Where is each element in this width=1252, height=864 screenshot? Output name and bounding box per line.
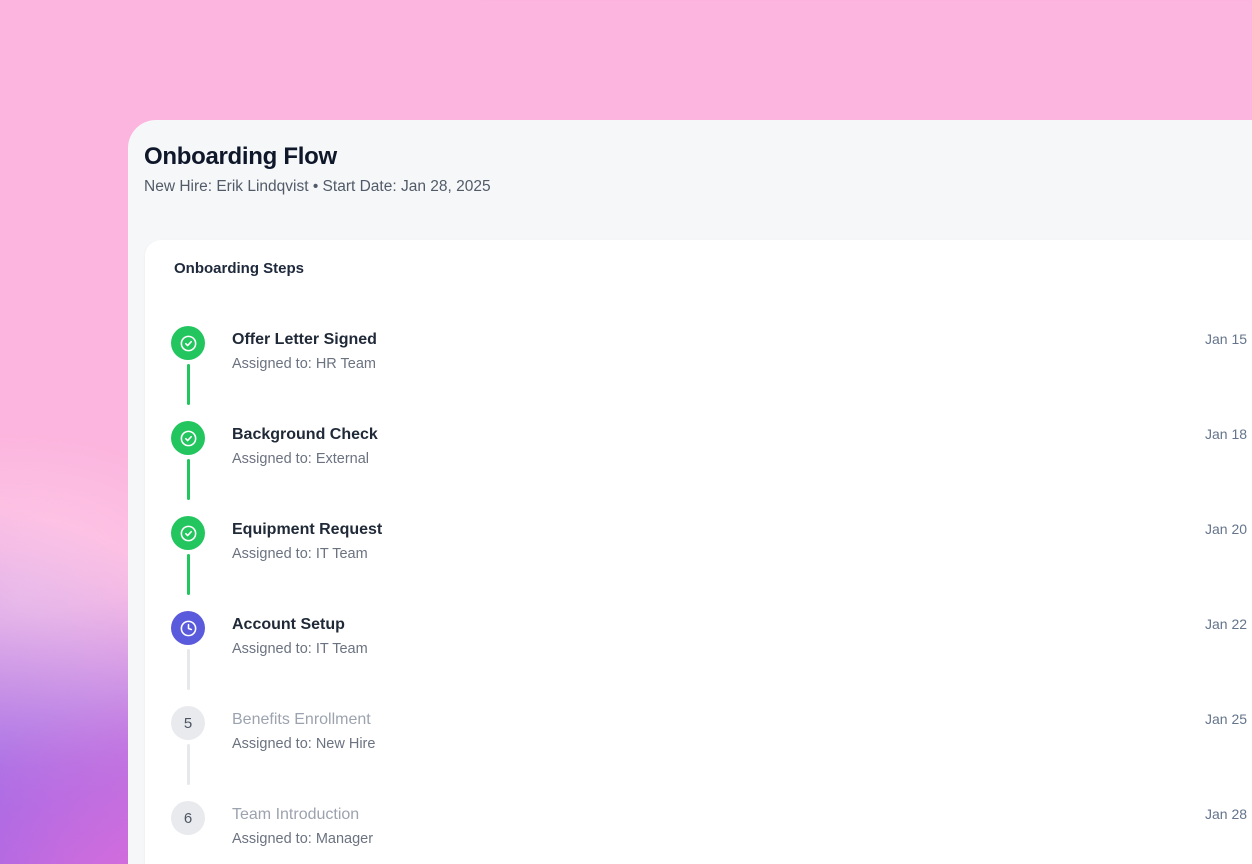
step-text: Equipment Request Assigned to: IT Team bbox=[232, 519, 382, 563]
step-row[interactable]: Account Setup Assigned to: IT Team Jan 2… bbox=[171, 611, 1252, 706]
step-number: 6 bbox=[183, 809, 193, 827]
steps-panel: Onboarding Steps Offer Letter Signed Ass… bbox=[145, 240, 1252, 864]
step-assignee: Assigned to: Manager bbox=[232, 831, 374, 847]
steps-list: Offer Letter Signed Assigned to: HR Team… bbox=[171, 326, 1252, 864]
step-assignee: Assigned to: New Hire bbox=[232, 736, 376, 752]
step-row[interactable]: Offer Letter Signed Assigned to: HR Team… bbox=[171, 326, 1252, 421]
step-title: Account Setup bbox=[232, 616, 345, 633]
step-connector bbox=[186, 459, 190, 500]
step-date: Jan 28 bbox=[1205, 806, 1248, 822]
step-number: 5 bbox=[183, 714, 193, 732]
clock-icon bbox=[180, 620, 196, 636]
step-assignee: Assigned to: HR Team bbox=[232, 356, 376, 372]
step-date: Jan 25 bbox=[1205, 711, 1248, 727]
step-title: Team Introduction bbox=[232, 806, 360, 823]
step-date: Jan 20 bbox=[1205, 521, 1248, 537]
check-circle-icon bbox=[180, 335, 196, 351]
step-assignee: Assigned to: External bbox=[232, 451, 370, 467]
step-connector bbox=[186, 554, 190, 595]
step-text: Team Introduction Assigned to: Manager bbox=[232, 804, 373, 848]
step-date: Jan 18 bbox=[1205, 426, 1248, 442]
step-text: Account Setup Assigned to: IT Team bbox=[232, 614, 368, 658]
step-text: Background Check Assigned to: External bbox=[232, 424, 378, 468]
step-status-icon bbox=[171, 326, 205, 360]
step-title: Background Check bbox=[232, 426, 378, 443]
check-circle-icon bbox=[180, 525, 196, 541]
step-connector bbox=[186, 744, 190, 785]
step-status-icon bbox=[171, 516, 205, 550]
step-assignee: Assigned to: IT Team bbox=[232, 546, 368, 562]
step-title: Benefits Enrollment bbox=[232, 711, 371, 728]
steps-heading: Onboarding Steps bbox=[174, 260, 305, 277]
step-title: Equipment Request bbox=[232, 521, 383, 538]
step-connector bbox=[186, 364, 190, 405]
step-date: Jan 22 bbox=[1205, 616, 1248, 632]
step-text: Benefits Enrollment Assigned to: New Hir… bbox=[232, 709, 375, 753]
check-circle-icon bbox=[180, 430, 196, 446]
step-row[interactable]: Equipment Request Assigned to: IT Team J… bbox=[171, 516, 1252, 611]
step-title: Offer Letter Signed bbox=[232, 331, 377, 348]
step-status-icon bbox=[171, 611, 205, 645]
page-subtitle: New Hire: Erik Lindqvist • Start Date: J… bbox=[144, 178, 491, 195]
step-connector bbox=[186, 649, 190, 690]
step-date: Jan 15 bbox=[1205, 331, 1248, 347]
step-text: Offer Letter Signed Assigned to: HR Team bbox=[232, 329, 377, 373]
page-header: Onboarding Flow New Hire: Erik Lindqvist… bbox=[144, 142, 491, 197]
step-row[interactable]: Background Check Assigned to: External J… bbox=[171, 421, 1252, 516]
step-row[interactable]: 6 Team Introduction Assigned to: Manager… bbox=[171, 801, 1252, 864]
page-title: Onboarding Flow bbox=[144, 143, 337, 170]
step-row[interactable]: 5 Benefits Enrollment Assigned to: New H… bbox=[171, 706, 1252, 801]
step-assignee: Assigned to: IT Team bbox=[232, 641, 368, 657]
step-status-icon: 6 bbox=[171, 801, 205, 835]
step-status-icon bbox=[171, 421, 205, 455]
onboarding-card: Onboarding Flow New Hire: Erik Lindqvist… bbox=[128, 120, 1252, 864]
step-status-icon: 5 bbox=[171, 706, 205, 740]
